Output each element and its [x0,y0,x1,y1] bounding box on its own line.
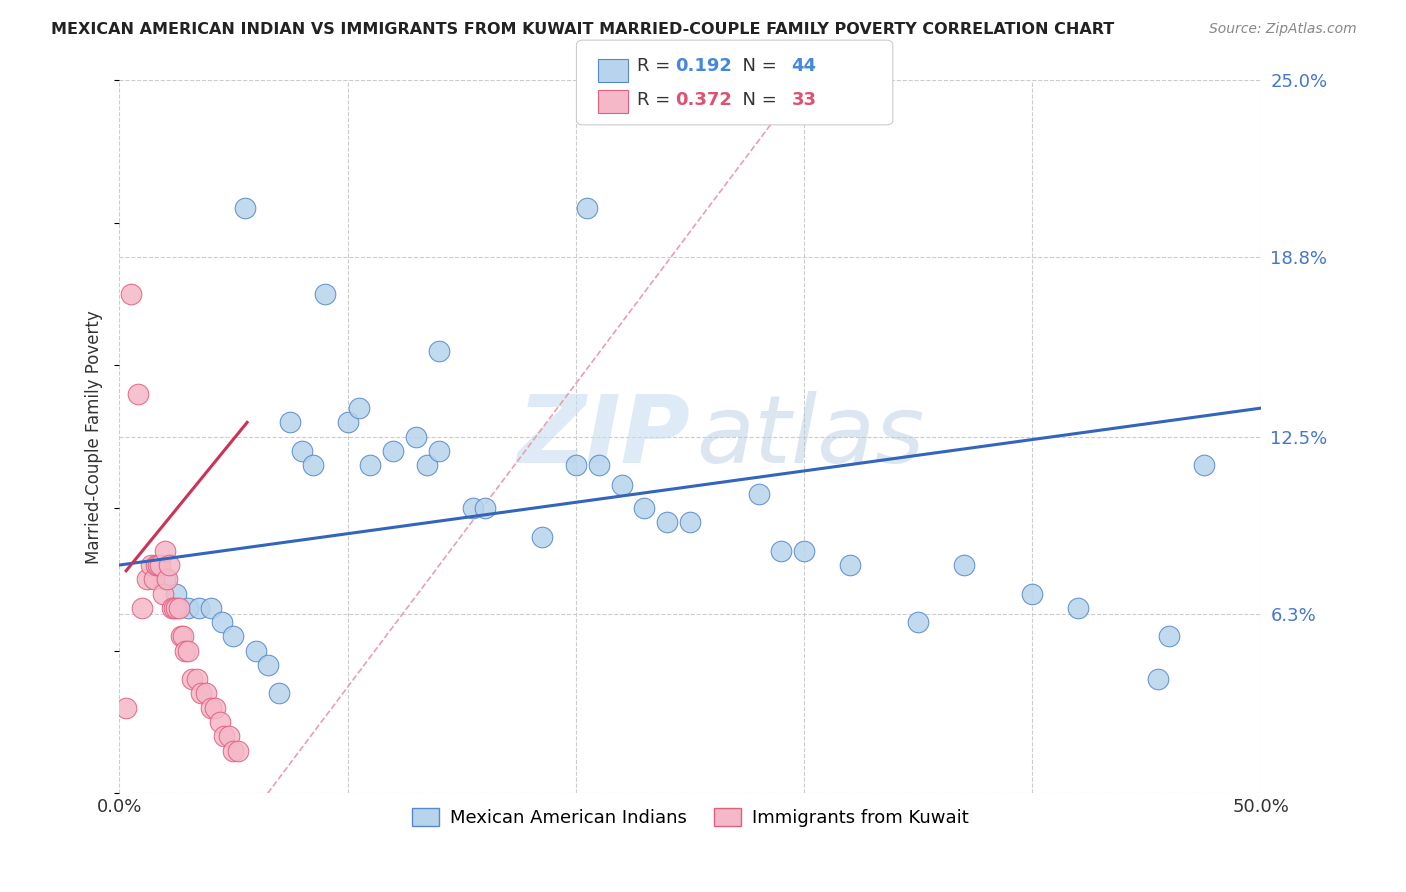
Point [186,672,208,686]
Point [120,287,142,301]
Point [427,444,450,458]
Point [1159,629,1181,643]
Point [405,430,427,444]
Point [576,202,599,216]
Point [218,729,240,743]
Point [145,558,167,572]
Point [1192,458,1215,473]
Point [214,729,236,743]
Point [610,478,633,492]
Point [188,600,211,615]
Text: 33: 33 [792,91,817,109]
Point [153,572,176,586]
Text: MEXICAN AMERICAN INDIAN VS IMMIGRANTS FROM KUWAIT MARRIED-COUPLE FAMILY POVERTY : MEXICAN AMERICAN INDIAN VS IMMIGRANTS FR… [51,22,1114,37]
Point [204,700,226,714]
Point [153,543,176,558]
Point [195,686,218,700]
Point [565,458,588,473]
Point [291,444,314,458]
Point [181,672,204,686]
Point [267,686,290,700]
Point [146,558,169,572]
Point [633,501,655,516]
Point [159,558,181,572]
Text: R =: R = [637,57,676,75]
Point [172,629,194,643]
Text: Source: ZipAtlas.com: Source: ZipAtlas.com [1209,22,1357,37]
Point [793,543,815,558]
Point [127,387,149,401]
Text: N =: N = [731,57,783,75]
Point [747,487,769,501]
Point [530,529,553,543]
Text: 44: 44 [792,57,817,75]
Point [200,700,222,714]
Point [152,586,174,600]
Point [953,558,976,572]
Point [838,558,860,572]
Point [200,600,222,615]
Point [190,686,212,700]
Point [165,586,187,600]
Text: ZIP: ZIP [517,391,690,483]
Point [245,643,267,657]
Point [208,714,231,729]
Point [770,543,793,558]
Point [302,458,325,473]
Point [347,401,370,416]
Point [256,657,278,672]
Point [314,287,336,301]
Point [135,572,157,586]
Point [588,458,610,473]
Point [1021,586,1043,600]
Point [222,743,245,757]
Text: N =: N = [731,91,783,109]
Point [359,458,381,473]
Point [163,600,186,615]
Point [463,501,485,516]
Text: 0.192: 0.192 [675,57,731,75]
Y-axis label: Married-Couple Family Poverty: Married-Couple Family Poverty [86,310,103,564]
Point [679,516,702,530]
Point [1147,672,1170,686]
Point [177,600,200,615]
Point [149,558,172,572]
Point [226,743,249,757]
Legend: Mexican American Indians, Immigrants from Kuwait: Mexican American Indians, Immigrants fro… [405,800,976,834]
Point [174,643,197,657]
Point [156,572,179,586]
Point [336,416,359,430]
Point [382,444,405,458]
Text: R =: R = [637,91,676,109]
Text: 0.372: 0.372 [675,91,731,109]
Point [657,516,679,530]
Text: atlas: atlas [696,392,924,483]
Point [131,600,153,615]
Point [165,600,187,615]
Point [170,629,193,643]
Point [233,202,256,216]
Point [1067,600,1090,615]
Point [416,458,439,473]
Point [427,344,450,359]
Point [167,600,190,615]
Point [115,700,138,714]
Point [211,615,233,629]
Point [474,501,496,516]
Point [907,615,929,629]
Point [177,643,200,657]
Point [141,558,163,572]
Point [222,629,245,643]
Point [160,600,183,615]
Point [280,416,302,430]
Point [142,572,165,586]
